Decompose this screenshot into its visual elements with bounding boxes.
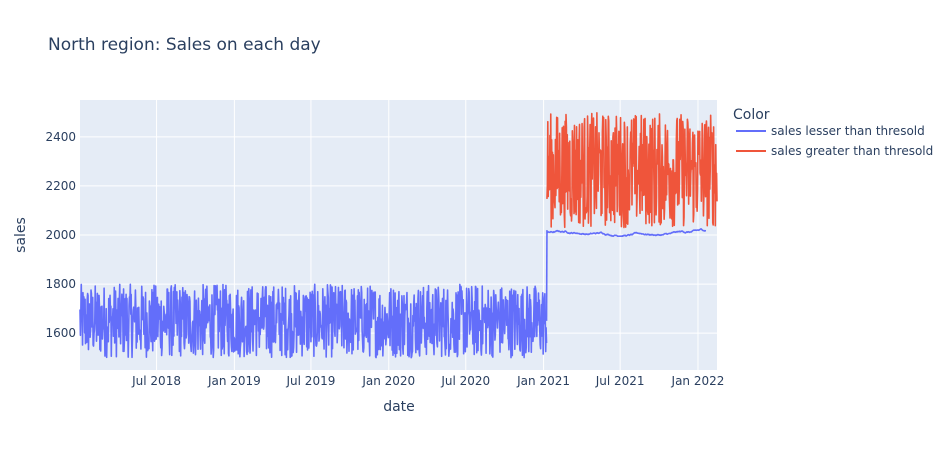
chart-title: North region: Sales on each day [48, 35, 321, 55]
x-tick-label: Jul 2021 [595, 374, 645, 388]
series-line-0-segment-0 [79, 283, 548, 359]
x-tick-label: Jul 2020 [440, 374, 490, 388]
x-tick-label: Jan 2019 [207, 374, 261, 388]
y-tick-label: 2400 [45, 130, 76, 144]
y-tick-label: 1600 [45, 326, 76, 340]
legend-label-lesser: sales lesser than thresold [771, 124, 925, 138]
y-axis-ticks: 1600 1800 2000 2200 2400 [45, 130, 76, 340]
legend-item-greater[interactable]: sales greater than thresold [736, 144, 933, 158]
x-tick-label: Jan 2021 [516, 374, 570, 388]
x-tick-label: Jul 2018 [131, 374, 181, 388]
x-axis-ticks: Jul 2018 Jan 2019 Jul 2019 Jan 2020 Jul 2020… [131, 374, 724, 388]
gridlines [80, 100, 717, 370]
y-axis-title: sales [13, 217, 29, 253]
x-tick-label: Jan 2022 [671, 374, 725, 388]
x-tick-label: Jan 2020 [361, 374, 415, 388]
y-tick-label: 2000 [45, 228, 76, 242]
legend-label-greater: sales greater than thresold [771, 144, 933, 158]
x-axis-title: date [383, 399, 415, 415]
legend-item-lesser[interactable]: sales lesser than thresold [736, 124, 925, 138]
series-line-0-segment-1 [546, 228, 707, 238]
y-tick-label: 2200 [45, 179, 76, 193]
legend: Color sales lesser than thresold sales g… [733, 107, 933, 158]
series-lines [79, 112, 718, 359]
series-line-1-segment-0 [546, 112, 718, 229]
x-tick-label: Jul 2019 [286, 374, 336, 388]
legend-title: Color [733, 107, 770, 123]
y-tick-label: 1800 [45, 277, 76, 291]
